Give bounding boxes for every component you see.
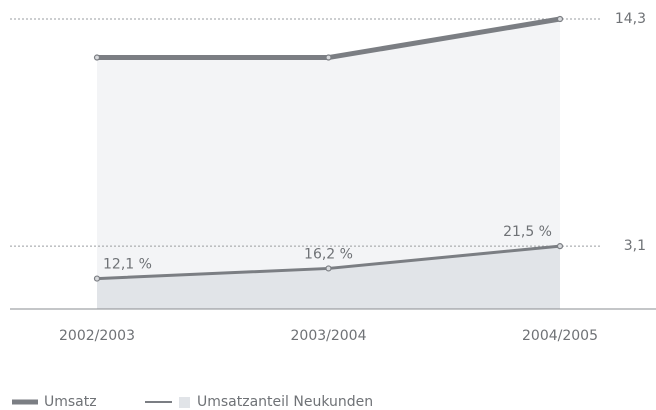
data-point [93, 275, 101, 282]
data-point [556, 243, 564, 250]
series-area [97, 246, 560, 309]
reference-label: 3,1 [624, 238, 646, 254]
x-tick-label: 2003/2004 [291, 328, 367, 344]
data-point [556, 15, 564, 23]
series-area [97, 19, 560, 309]
reference-label: 14,3 [615, 11, 646, 27]
data-label: 21,5 % [503, 224, 552, 240]
data-label: 12,1 % [103, 257, 152, 273]
x-tick-label: 2002/2003 [59, 328, 135, 344]
legend-label: Umsatz [44, 394, 97, 410]
legend-label: Umsatzanteil Neukunden [197, 394, 373, 410]
legend-swatch [179, 397, 190, 408]
data-label: 16,2 % [304, 246, 353, 262]
data-point [325, 265, 332, 272]
x-tick-label: 2004/2005 [522, 328, 598, 344]
data-point [93, 54, 101, 61]
data-point [325, 54, 332, 61]
